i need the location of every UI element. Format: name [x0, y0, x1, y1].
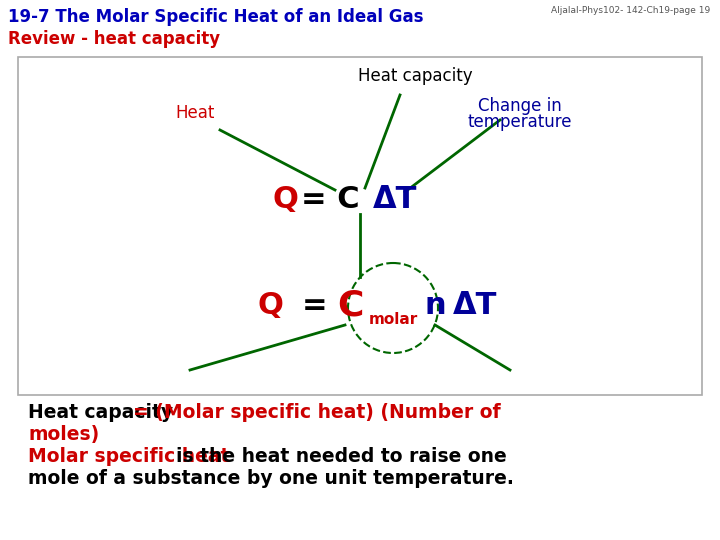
Text: ΔT: ΔT	[453, 291, 498, 320]
Text: Aljalal-Phys102- 142-Ch19-page 19: Aljalal-Phys102- 142-Ch19-page 19	[551, 6, 710, 15]
Text: mole of a substance by one unit temperature.: mole of a substance by one unit temperat…	[28, 469, 514, 488]
Text: Q: Q	[272, 186, 298, 214]
Text: C: C	[337, 288, 363, 322]
Text: = (Molar specific heat) (Number of: = (Molar specific heat) (Number of	[133, 403, 500, 422]
Text: Heat capacity: Heat capacity	[28, 403, 179, 422]
Text: Heat: Heat	[175, 104, 215, 122]
Text: molar: molar	[369, 312, 418, 327]
Text: ΔT: ΔT	[373, 186, 417, 214]
Text: Molar specific heat: Molar specific heat	[28, 447, 236, 466]
Text: n: n	[424, 291, 446, 320]
Text: Review - heat capacity: Review - heat capacity	[8, 30, 220, 48]
Text: temperature: temperature	[468, 113, 572, 131]
Text: =: =	[302, 291, 328, 320]
Text: is the heat needed to raise one: is the heat needed to raise one	[176, 447, 507, 466]
Text: Heat capacity: Heat capacity	[358, 67, 472, 85]
Bar	[18, 57, 702, 395]
Text: Q: Q	[257, 291, 283, 320]
Text: Change in: Change in	[478, 97, 562, 115]
Text: moles): moles)	[28, 425, 99, 444]
Text: = C: = C	[301, 186, 359, 214]
Text: 19-7 The Molar Specific Heat of an Ideal Gas: 19-7 The Molar Specific Heat of an Ideal…	[8, 8, 423, 26]
